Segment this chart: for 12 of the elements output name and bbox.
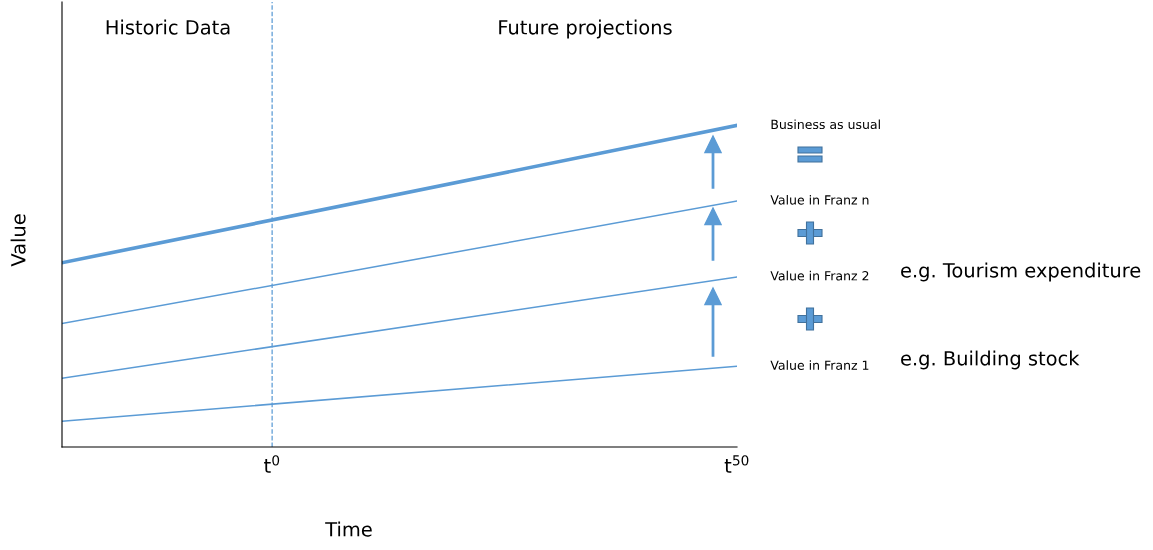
- text: e.g. Tourism expenditure: [901, 262, 1141, 282]
- text: Historic Data: [106, 19, 230, 35]
- x-axis-title: Time: [325, 521, 372, 537]
- y-axis-title: Value: [10, 214, 26, 267]
- text: Value in Franz n: [770, 194, 869, 205]
- x-tick-label: t$^{50}$: [724, 455, 749, 473]
- text: Business as usual: [771, 119, 880, 130]
- text: Future projections: [499, 19, 672, 39]
- text: Value in Franz 1: [770, 360, 869, 370]
- text: Value in Franz 2: [770, 270, 869, 281]
- text: e.g. Building stock: [901, 350, 1080, 370]
- x-tick-label: t$^{0}$: [264, 455, 280, 473]
